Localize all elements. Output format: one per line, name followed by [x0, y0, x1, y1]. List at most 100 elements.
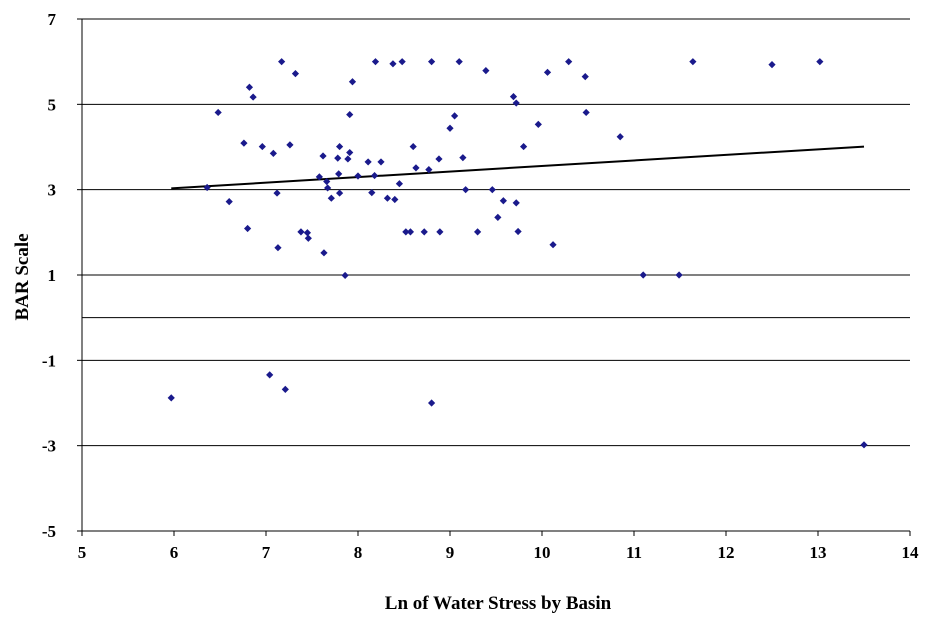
data-point: [402, 228, 410, 236]
trendline-layer: [171, 145, 865, 190]
y-tick-label: -3: [42, 437, 56, 456]
gridlines: [82, 18, 910, 447]
data-point: [512, 99, 520, 107]
data-point: [244, 224, 252, 233]
data-point: [291, 70, 300, 78]
data-point: [354, 172, 362, 180]
data-point: [377, 158, 385, 166]
data-point: [462, 186, 470, 194]
data-point: [203, 183, 211, 192]
data-point: [549, 241, 557, 249]
data-point: [315, 173, 323, 181]
data-point: [304, 234, 312, 242]
data-point: [412, 164, 420, 172]
data-point: [336, 142, 344, 151]
axes: [77, 18, 911, 536]
data-point: [371, 58, 380, 66]
y-tick-label: 5: [48, 95, 57, 114]
data-point: [446, 124, 454, 132]
data-point: [245, 83, 254, 91]
data-point: [341, 271, 349, 280]
data-point: [582, 108, 590, 117]
x-tick-label: 5: [78, 543, 87, 562]
x-tick-label: 11: [626, 543, 642, 562]
y-tick-label: 1: [48, 266, 57, 285]
data-point: [425, 166, 433, 174]
data-point: [514, 227, 522, 236]
x-tick-label: 12: [718, 543, 735, 562]
trendline: [171, 145, 865, 190]
y-tick-label: -5: [42, 522, 56, 541]
data-point: [768, 61, 776, 69]
data-point: [266, 371, 274, 379]
data-point: [278, 58, 286, 66]
x-tick-label: 14: [902, 543, 920, 562]
data-point: [274, 244, 282, 252]
x-tick-label: 13: [810, 543, 827, 562]
x-tick-label: 9: [446, 543, 455, 562]
data-point: [240, 139, 248, 147]
data-point: [370, 171, 379, 180]
data-point: [860, 441, 868, 449]
data-point: [428, 58, 436, 66]
data-point: [509, 93, 518, 101]
data-points: [167, 58, 868, 449]
data-point: [474, 228, 482, 236]
data-point: [816, 58, 824, 66]
data-point: [269, 149, 277, 157]
y-tick-label: 3: [48, 181, 57, 200]
data-point: [346, 110, 354, 119]
data-point: [459, 154, 467, 162]
data-point: [520, 142, 528, 151]
data-point: [348, 78, 357, 86]
data-point: [436, 228, 444, 236]
data-point: [297, 228, 305, 236]
x-tick-label: 10: [534, 543, 551, 562]
data-point: [482, 67, 490, 75]
data-point: [420, 228, 428, 236]
data-point: [565, 58, 573, 66]
data-point: [249, 93, 257, 101]
data-point: [494, 213, 502, 221]
data-point: [451, 112, 459, 120]
data-point: [334, 154, 342, 162]
data-point: [336, 189, 344, 197]
data-point: [488, 186, 496, 194]
data-point: [395, 180, 403, 188]
data-point: [327, 194, 335, 202]
data-point: [406, 228, 415, 236]
data-point: [303, 229, 311, 237]
data-point: [346, 148, 354, 157]
data-point: [383, 194, 392, 202]
data-point: [335, 170, 343, 178]
y-axis-title: BAR Scale: [12, 233, 33, 320]
data-point: [273, 189, 281, 197]
x-axis-title: Ln of Water Stress by Basin: [385, 593, 612, 614]
data-point: [534, 120, 542, 128]
data-point: [689, 58, 697, 66]
y-tick-label: 7: [48, 10, 57, 29]
y-tick-label: -1: [42, 351, 56, 370]
x-tick-label: 8: [354, 543, 363, 562]
data-point: [320, 249, 328, 257]
data-point: [344, 155, 352, 163]
data-point: [398, 58, 406, 66]
data-point: [499, 197, 507, 205]
data-point: [214, 108, 222, 117]
x-tick-label: 7: [262, 543, 271, 562]
data-point: [543, 68, 552, 76]
data-point: [435, 155, 443, 163]
data-point: [368, 189, 376, 197]
data-point: [512, 199, 520, 207]
data-point: [409, 142, 417, 151]
data-point: [675, 271, 683, 279]
data-point: [324, 184, 332, 192]
data-point: [258, 142, 266, 151]
data-point: [364, 158, 372, 166]
data-point: [389, 60, 397, 68]
data-point: [281, 385, 289, 393]
data-point: [616, 133, 624, 141]
